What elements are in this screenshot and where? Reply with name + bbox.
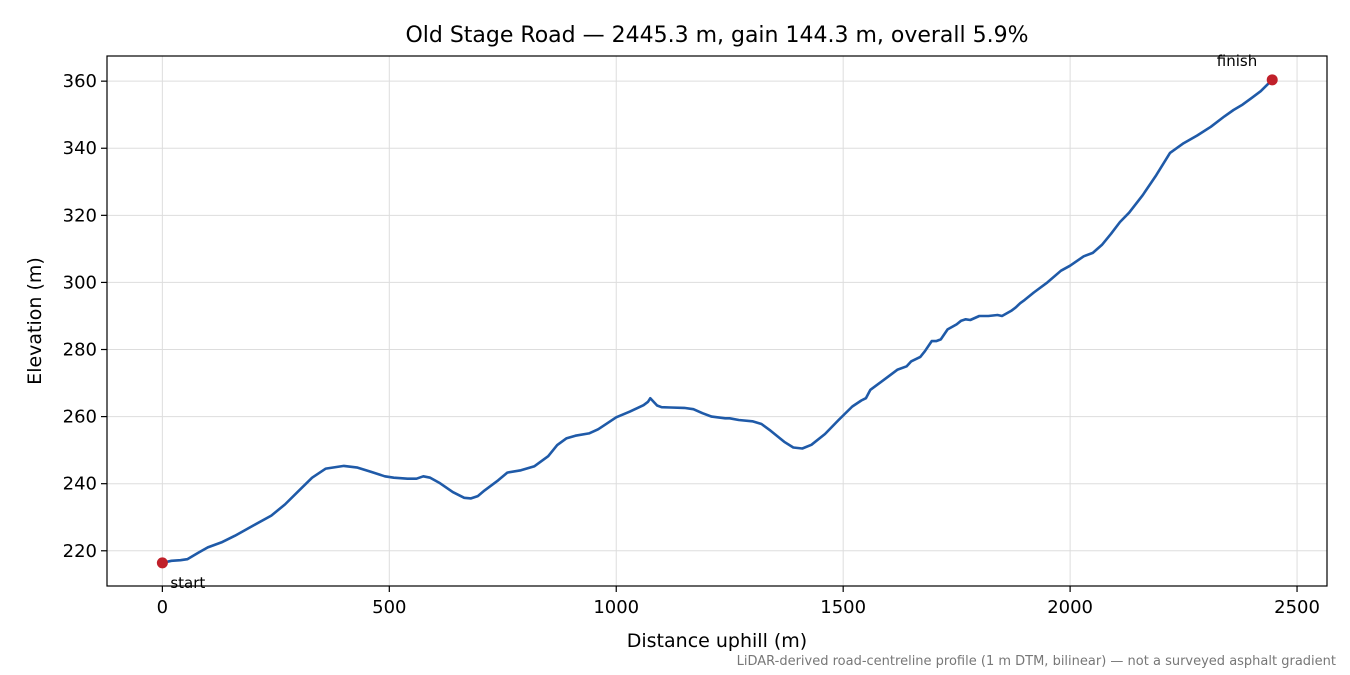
chart-title: Old Stage Road — 2445.3 m, gain 144.3 m,… — [405, 23, 1028, 48]
plot-frame — [106, 55, 1328, 587]
y-tick-label: 300 — [63, 272, 97, 293]
footnote: LiDAR-derived road-centreline profile (1… — [737, 654, 1336, 669]
start-marker — [156, 557, 168, 569]
y-tick-label: 260 — [63, 407, 97, 428]
y-tick-label: 280 — [63, 340, 97, 361]
x-tick-label: 1500 — [820, 597, 866, 618]
start-label: start — [170, 574, 205, 592]
finish-label: finish — [1217, 52, 1257, 70]
elevation-line — [162, 78, 1274, 565]
x-tick-label: 2000 — [1047, 597, 1093, 618]
endpoint-markers: start finish — [156, 52, 1278, 592]
grid — [107, 56, 1327, 586]
y-tick-label: 240 — [63, 474, 97, 495]
x-axis-ticks: 0 500 1000 1500 2000 2500 — [157, 586, 1320, 618]
x-tick-label: 500 — [372, 597, 406, 618]
y-tick-label: 340 — [63, 138, 97, 159]
y-tick-label: 320 — [63, 205, 97, 226]
y-axis-label: Elevation (m) — [24, 257, 46, 385]
y-axis-ticks: 220 240 260 280 300 320 340 360 — [63, 71, 107, 562]
x-tick-label: 2500 — [1274, 597, 1320, 618]
x-axis-label: Distance uphill (m) — [627, 630, 807, 652]
finish-marker — [1266, 74, 1278, 86]
x-tick-label: 0 — [157, 597, 168, 618]
x-tick-label: 1000 — [593, 597, 639, 618]
y-tick-label: 360 — [63, 71, 97, 92]
series-layer — [162, 78, 1274, 565]
y-tick-label: 220 — [63, 541, 97, 562]
